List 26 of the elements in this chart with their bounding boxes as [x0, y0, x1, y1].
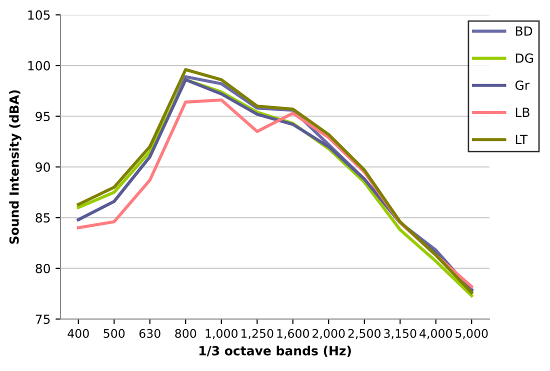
x-tick-label: 2,000 — [312, 328, 345, 340]
y-tick-label: 100 — [28, 61, 50, 70]
y-tick-label: 105 — [28, 10, 50, 20]
x-tick-label: 630 — [139, 328, 160, 338]
x-tick-label: 1,600 — [277, 328, 309, 340]
legend-label: Gr — [515, 80, 530, 90]
y-tick-label: 90 — [36, 162, 50, 172]
x-tick-label: 3,150 — [384, 328, 416, 340]
y-tick-label: 75 — [36, 314, 50, 324]
y-axis-title: Sound Intensity (dBA) — [9, 90, 22, 244]
x-tick-label: 500 — [104, 328, 125, 338]
legend-label: LB — [516, 108, 530, 117]
x-tick-label: 2,500 — [348, 328, 380, 340]
y-tick-label: 95 — [36, 112, 50, 122]
y-tick-label: 80 — [36, 264, 50, 274]
x-tick-label: 1,000 — [206, 328, 238, 340]
x-tick-label: 4,000 — [420, 328, 452, 340]
x-tick-label: 400 — [68, 328, 89, 338]
x-tick-label: 1,250 — [242, 328, 274, 340]
legend-label: BD — [516, 26, 532, 36]
legend-label: DG — [516, 53, 533, 63]
legend-label: LT — [516, 134, 528, 144]
x-axis-title: 1/3 octave bands (Hz) — [199, 346, 351, 357]
y-tick-label: 85 — [36, 213, 50, 223]
x-tick-label: 5,000 — [456, 328, 488, 340]
x-tick-label: 800 — [175, 328, 196, 338]
